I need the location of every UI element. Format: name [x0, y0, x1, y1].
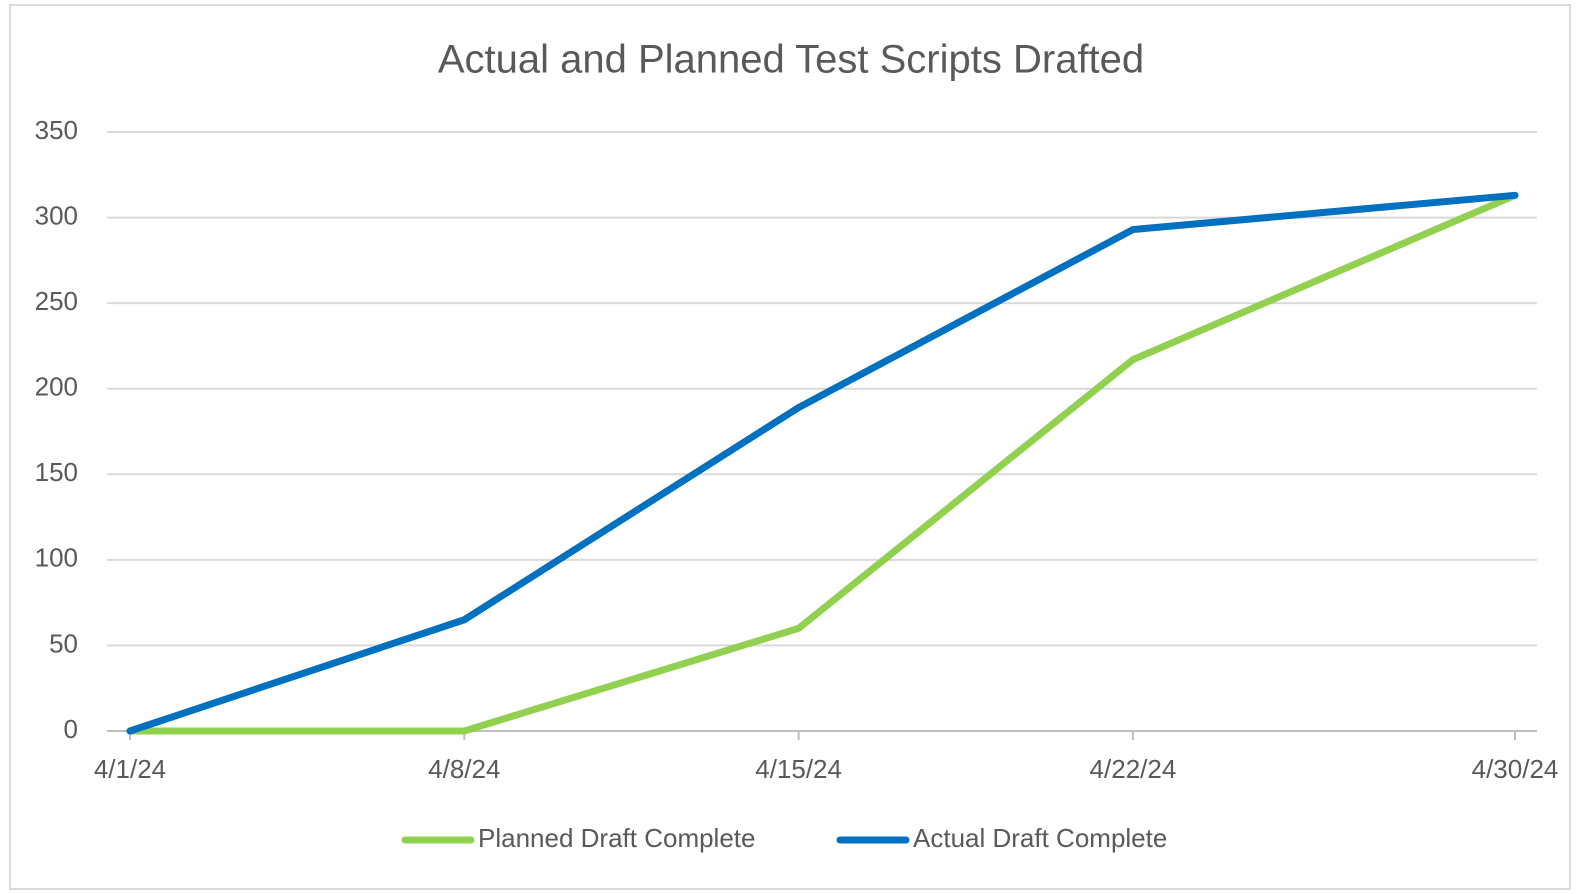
chart-title: Actual and Planned Test Scripts Drafted — [438, 38, 1144, 82]
chart-frame — [9, 4, 1571, 890]
y-tick-label: 200 — [35, 372, 78, 402]
legend-label: Planned Draft Complete — [478, 823, 755, 853]
y-tick-label: 50 — [49, 628, 78, 658]
y-tick-label: 0 — [64, 714, 78, 744]
y-tick-label: 100 — [35, 543, 78, 573]
y-tick-label: 350 — [35, 115, 78, 145]
x-tick-label: 4/8/24 — [428, 754, 500, 784]
series-line — [126, 191, 1519, 735]
x-tick-label: 4/22/24 — [1090, 754, 1177, 784]
legend-label: Actual Draft Complete — [913, 823, 1167, 853]
x-tick-label: 4/1/24 — [94, 754, 166, 784]
y-tick-label: 300 — [35, 200, 78, 230]
y-tick-label: 150 — [35, 457, 78, 487]
y-tick-label: 250 — [35, 286, 78, 316]
x-tick-label: 4/15/24 — [755, 754, 842, 784]
x-tick-label: 4/30/24 — [1472, 754, 1559, 784]
series-line — [126, 191, 1519, 735]
